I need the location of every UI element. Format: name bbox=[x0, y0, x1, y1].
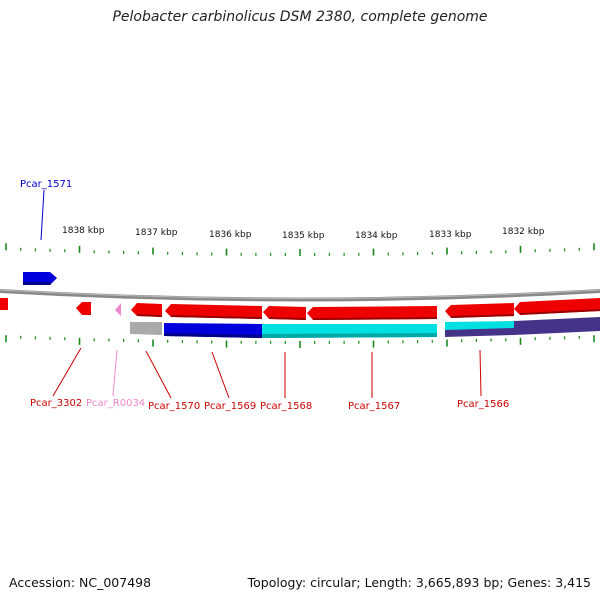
leader-line bbox=[112, 349, 118, 397]
genome-backbone-highlight bbox=[0, 289, 600, 299]
feature-cyan-2 bbox=[445, 321, 514, 330]
gene-pcar-1571-shade bbox=[23, 282, 52, 285]
gene-pcar-1568[interactable] bbox=[263, 306, 306, 320]
gene-pcar-1571[interactable] bbox=[23, 272, 57, 285]
gene-label-pcar-1570[interactable]: Pcar_1570 bbox=[148, 401, 200, 412]
topology-summary: Topology: circular; Length: 3,665,893 bp… bbox=[247, 575, 591, 590]
scale-label: 1836 kbp bbox=[209, 230, 252, 240]
scale-label: 1833 kbp bbox=[429, 230, 472, 240]
leader-line bbox=[52, 347, 82, 397]
gene-label-pcar-3302[interactable]: Pcar_3302 bbox=[30, 398, 82, 409]
feature-blue-shade bbox=[164, 333, 262, 338]
gene-label-pcar-r0034[interactable]: Pcar_R0034 bbox=[86, 398, 145, 409]
gene-pcar-1570[interactable] bbox=[131, 303, 162, 317]
feature-purple-2 bbox=[514, 317, 600, 335]
leader-line bbox=[40, 189, 45, 241]
gene-pcar-1567[interactable] bbox=[307, 306, 437, 320]
gene-label-pcar-1571[interactable]: Pcar_1571 bbox=[20, 179, 72, 190]
tick-marks-outer bbox=[5, 243, 595, 256]
leader-line bbox=[145, 350, 172, 399]
scale-label: 1838 kbp bbox=[62, 226, 105, 236]
gene-pcar-1566[interactable] bbox=[445, 303, 514, 318]
gene-pcar-3302[interactable] bbox=[76, 302, 91, 315]
feature-cyan-shade bbox=[262, 333, 437, 338]
scale-label: 1835 kbp bbox=[282, 231, 325, 241]
gene-label-pcar-1569[interactable]: Pcar_1569 bbox=[204, 401, 256, 412]
gene-label-pcar-1568[interactable]: Pcar_1568 bbox=[260, 401, 312, 412]
gene-pcar-r0034[interactable] bbox=[115, 303, 121, 316]
genome-backbone bbox=[0, 289, 600, 302]
scale-label: 1834 kbp bbox=[355, 231, 398, 241]
accession-text: Accession: NC_007498 bbox=[9, 575, 152, 590]
gene-label-pcar-1567[interactable]: Pcar_1567 bbox=[348, 401, 400, 412]
gene-pcar-1569[interactable] bbox=[165, 304, 262, 319]
tick-marks-inner bbox=[5, 335, 595, 348]
map-title: Pelobacter carbinolicus DSM 2380, comple… bbox=[112, 9, 488, 25]
feature-purple bbox=[445, 328, 514, 337]
scale-label: 1837 kbp bbox=[135, 228, 178, 238]
leader-line bbox=[479, 349, 482, 397]
gene-label-pcar-1566[interactable]: Pcar_1566 bbox=[457, 399, 509, 410]
scale-label: 1832 kbp bbox=[502, 227, 545, 237]
gene-shading bbox=[137, 309, 600, 320]
feature-gray bbox=[130, 322, 162, 335]
gene-left-edge[interactable] bbox=[0, 298, 8, 310]
leader-line bbox=[211, 351, 230, 399]
